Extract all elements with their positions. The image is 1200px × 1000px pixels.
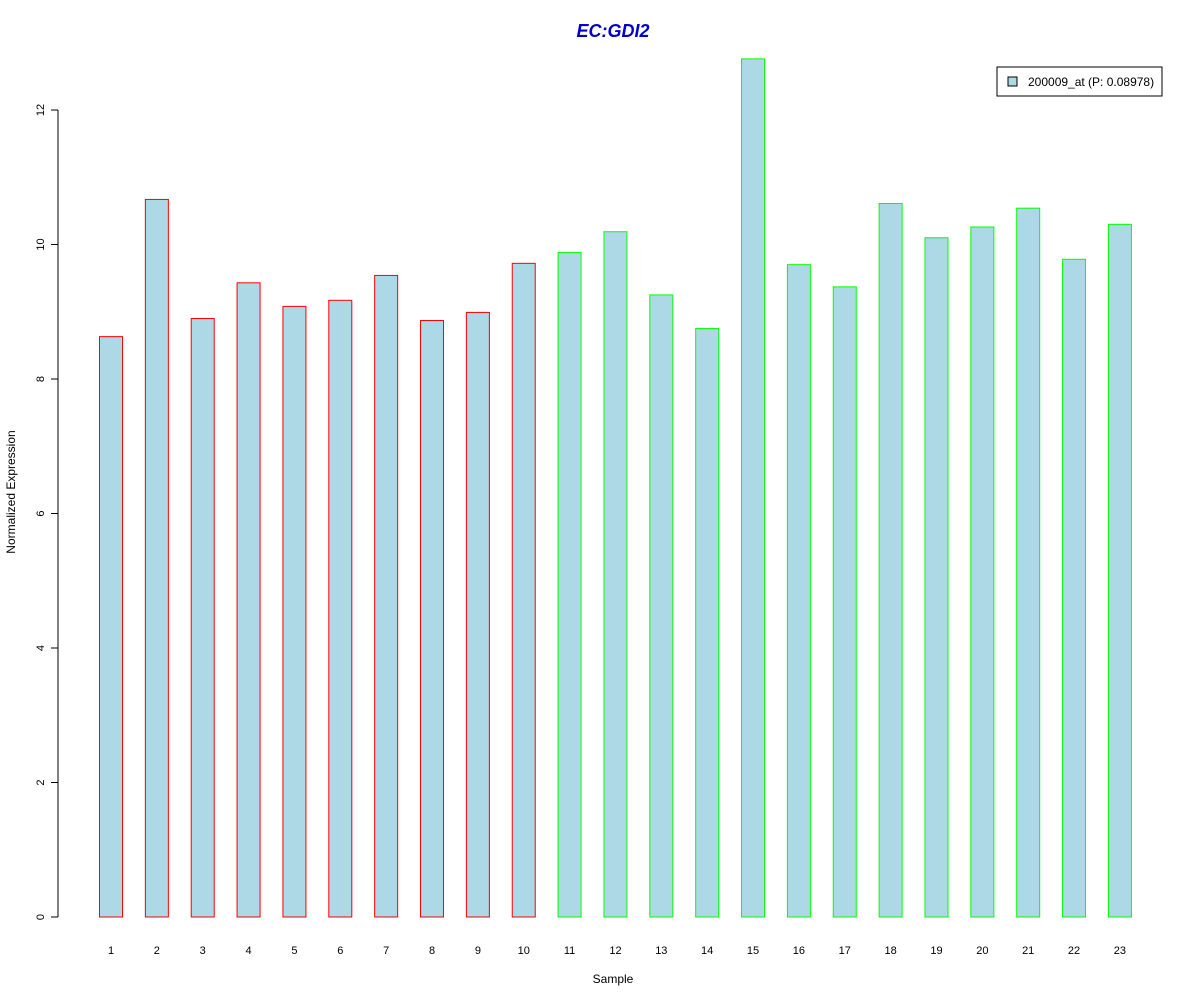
bars — [99, 58, 1132, 918]
chart-title: EC:GDI2 — [576, 21, 649, 41]
bar-sample-23 — [1107, 223, 1132, 918]
x-tick-label: 16 — [793, 945, 805, 957]
bar-sample-11 — [557, 252, 582, 918]
x-tick-label: 18 — [884, 945, 896, 957]
x-tick-label: 8 — [429, 945, 435, 957]
x-tick-label: 15 — [747, 945, 759, 957]
x-tick-label: 17 — [839, 945, 851, 957]
bar-sample-22 — [1062, 258, 1087, 918]
y-tick-label: 8 — [35, 376, 47, 382]
bar-sample-19 — [924, 237, 949, 918]
x-tick-label: 7 — [383, 945, 389, 957]
x-tick-label: 19 — [930, 945, 942, 957]
x-tick-label: 13 — [655, 945, 667, 957]
x-tick-label: 14 — [701, 945, 713, 957]
bar-sample-12 — [603, 231, 628, 918]
x-tick-label: 22 — [1068, 945, 1080, 957]
x-axis-label: Sample — [593, 972, 634, 986]
y-tick-label: 2 — [35, 779, 47, 785]
bar-sample-15 — [741, 58, 766, 918]
y-axis-label: Normalized Expression — [4, 430, 18, 553]
y-tick-label: 4 — [35, 645, 47, 651]
bar-sample-4 — [236, 282, 261, 918]
bar-sample-5 — [282, 305, 307, 918]
x-tick-label: 2 — [154, 945, 160, 957]
bar-sample-2 — [144, 198, 169, 918]
x-tick-label: 6 — [337, 945, 343, 957]
legend-label: 200009_at (P: 0.08978) — [1028, 75, 1154, 89]
x-tick-label: 21 — [1022, 945, 1034, 957]
x-tick-label: 11 — [564, 945, 575, 957]
x-tick-labels: 1 2 3 4 5 6 7 8 9 10 11 12 13 14 15 16 17 18 19 20 21 22 23 — [108, 945, 1126, 957]
bar-sample-6 — [328, 299, 353, 918]
y-tick-label: 6 — [35, 510, 47, 516]
bar-sample-18 — [878, 202, 903, 918]
legend: 200009_at (P: 0.08978) — [996, 66, 1163, 97]
x-tick-label: 23 — [1114, 945, 1126, 957]
bar-sample-9 — [465, 311, 490, 918]
bar-sample-1 — [99, 336, 123, 918]
x-tick-label: 9 — [475, 945, 481, 957]
x-tick-label: 12 — [609, 945, 621, 957]
y-tick-label: 12 — [35, 104, 47, 116]
bar-sample-10 — [511, 262, 536, 918]
x-tick-label: 10 — [518, 945, 530, 957]
x-tick-label: 4 — [246, 945, 252, 957]
y-axis: 0 2 4 6 8 10 12 — [35, 104, 59, 920]
bar-sample-14 — [695, 328, 720, 918]
y-tick-label: 0 — [35, 914, 47, 920]
legend-box — [996, 66, 1163, 97]
bar-sample-17 — [832, 286, 857, 918]
bar-sample-21 — [1016, 207, 1041, 918]
x-tick-label: 5 — [291, 945, 297, 957]
bar-sample-20 — [970, 226, 995, 918]
bar-sample-8 — [420, 319, 445, 918]
bar-sample-16 — [786, 264, 811, 918]
bar-sample-7 — [374, 274, 399, 918]
legend-swatch — [1007, 76, 1018, 87]
x-tick-label: 3 — [200, 945, 206, 957]
y-tick-label: 10 — [35, 238, 47, 250]
bar-sample-3 — [190, 317, 215, 918]
x-tick-label: 20 — [976, 945, 988, 957]
bar-sample-13 — [649, 294, 674, 918]
x-tick-label: 1 — [108, 945, 114, 957]
